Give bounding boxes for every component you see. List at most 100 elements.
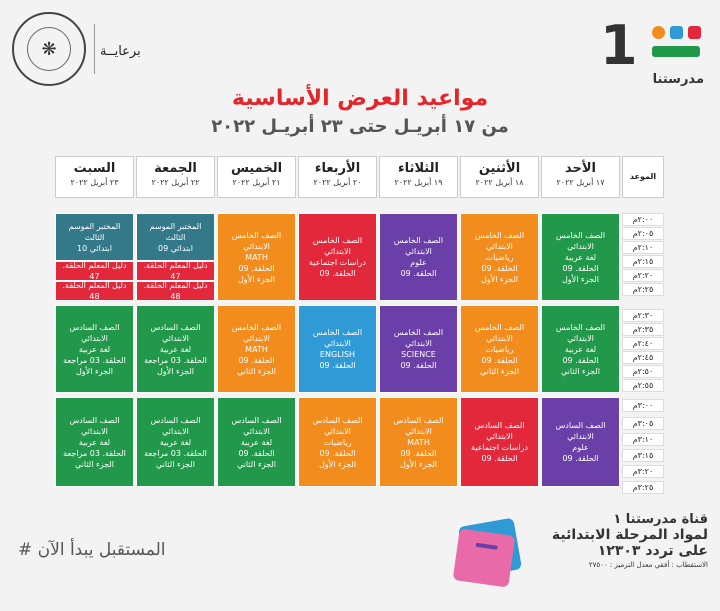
program-line: الصف السادس الابتدائي bbox=[69, 322, 120, 343]
program-line: الصف السادس الابتدائي bbox=[474, 421, 525, 441]
program-line: الصف الخامس الابتدائي bbox=[555, 322, 606, 343]
program-line: الحلقة. 03 مراجعة bbox=[63, 448, 126, 458]
brand-bar-green bbox=[652, 46, 700, 57]
day-date: ١٧ أبريل ٢٠٢٢ bbox=[556, 178, 605, 187]
day-header-tuesday: الثلاثاء ١٩ أبريل ٢٠٢٢ bbox=[379, 156, 458, 198]
program-line: الجزء الأول bbox=[480, 274, 518, 284]
program-line: الجزء الأول bbox=[75, 366, 113, 376]
program-line: الجزء الأول bbox=[237, 274, 275, 284]
program-line: MATH bbox=[245, 252, 268, 262]
program-line: الصف الخامس الابتدائي bbox=[231, 230, 282, 251]
time-slot: ٢:٢٥م bbox=[622, 283, 664, 296]
program-line: دليل المعلم الحلقة. 48 bbox=[143, 281, 208, 301]
day-name: الخميس bbox=[230, 161, 283, 176]
program-line: الجزء الثاني bbox=[480, 366, 519, 376]
time-slot: ٢:٤٥م bbox=[622, 351, 664, 364]
time-slot: ٣:١٥م bbox=[622, 449, 664, 462]
day-date: ١٨ أبريل ٢٠٢٢ bbox=[475, 178, 524, 187]
program-line: الصف السادس الابتدائي bbox=[150, 415, 201, 436]
day-date: ١٩ أبريل ٢٠٢٢ bbox=[394, 178, 443, 187]
program-line: لغة عربية bbox=[240, 437, 273, 447]
program-block: الصف السادس الابتدائي MATH الحلقة. 09 ال… bbox=[379, 397, 458, 487]
program-block: الصف الخامس الابتدائي لغة عربية الحلقة. … bbox=[541, 213, 620, 301]
program-line: الجزء الثاني bbox=[237, 459, 276, 469]
program-line: الحلقة. 09 bbox=[481, 355, 518, 365]
day-name: الأحد bbox=[564, 161, 596, 176]
program-line: دراسات اجتماعية bbox=[471, 443, 528, 452]
program-block: دليل المعلم الحلقة. 47 bbox=[136, 261, 215, 281]
program-block: الصف السادس الابتدائي دراسات اجتماعية ال… bbox=[460, 397, 539, 487]
program-line: دليل المعلم الحلقة. 47 bbox=[62, 261, 127, 281]
program-line: MATH bbox=[407, 437, 430, 447]
program-line: دراسات اجتماعية bbox=[309, 258, 366, 267]
program-line: ابتدائي 09 bbox=[158, 243, 193, 253]
program-line: الصف الخامس الابتدائي bbox=[312, 328, 363, 348]
brand-dot-orange bbox=[652, 26, 665, 39]
program-line: لغة عربية bbox=[564, 252, 597, 262]
program-line: الصف السادس الابتدائي bbox=[231, 415, 282, 436]
time-column-header: الموعد bbox=[622, 156, 664, 198]
brand-name: مدرستنا bbox=[652, 72, 704, 87]
program-block: الصف الخامس الابتدائي SCIENCE الحلقة. 09 bbox=[379, 305, 458, 393]
folder-illustration-icon bbox=[453, 518, 522, 587]
program-block: الصف الخامس الابتدائي علوم الحلقة. 09 bbox=[379, 213, 458, 301]
day-name: السبت bbox=[73, 161, 116, 176]
time-slot: ٣:٠٠م bbox=[622, 399, 664, 412]
ministry-logo: ❋ bbox=[12, 12, 86, 86]
program-line: الصف الخامس الابتدائي bbox=[393, 236, 444, 256]
madrasetna-logo: 1 مدرستنا bbox=[600, 12, 710, 92]
program-line: الحلقة. 09 bbox=[562, 454, 599, 463]
program-line: الجزء الثاني bbox=[75, 459, 114, 469]
program-line: الحلقة. 09 bbox=[562, 263, 599, 273]
eagle-emblem-icon: ❋ bbox=[27, 27, 71, 71]
program-line: الحلقة. 09 bbox=[562, 355, 599, 365]
program-line: الحلقة. 09 bbox=[400, 448, 437, 458]
program-block: الصف الخامس الابتدائي ENGLISH الحلقة. 09 bbox=[298, 305, 377, 393]
program-line: SCIENCE bbox=[401, 350, 436, 359]
program-block: الصف السادس الابتدائي لغة عربية الحلقة. … bbox=[136, 397, 215, 487]
page-subtitle: من ١٧ أبريـل حتى ٢٣ أبريـل ٢٠٢٢ bbox=[211, 116, 509, 137]
program-line: الحلقة. 09 bbox=[238, 448, 275, 458]
program-line: لغة عربية bbox=[78, 437, 111, 447]
program-line: دليل المعلم الحلقة. 47 bbox=[143, 261, 208, 281]
program-line: دليل المعلم الحلقة. 48 bbox=[62, 281, 127, 301]
day-header-wednesday: الأربعاء ٢٠ أبريل ٢٠٢٢ bbox=[298, 156, 377, 198]
slogan: # المستقبل يبدأ الآن bbox=[18, 540, 166, 560]
day-header-thursday: الخميس ٢١ أبريل ٢٠٢٢ bbox=[217, 156, 296, 198]
brand-house-red bbox=[688, 26, 701, 39]
program-line: علوم bbox=[410, 258, 427, 267]
program-line: الصف الخامس الابتدائي bbox=[312, 236, 363, 256]
program-block: الصف الخامس الابتدائي لغة عربية الحلقة. … bbox=[541, 305, 620, 393]
program-line: المختبر الموسم الثالث bbox=[149, 221, 202, 242]
program-line: الصف الخامس الابتدائي bbox=[474, 230, 525, 251]
program-line: لغة عربية bbox=[159, 344, 192, 354]
program-line: الحلقة. 09 bbox=[319, 269, 356, 278]
day-date: ٢١ أبريل ٢٠٢٢ bbox=[232, 178, 281, 187]
program-line: الصف السادس الابتدائي bbox=[555, 421, 606, 441]
program-line: لغة عربية bbox=[78, 344, 111, 354]
program-block: الصف السادس الابتدائي لغة عربية الحلقة. … bbox=[136, 305, 215, 393]
program-line: الحلقة. 09 bbox=[400, 269, 437, 278]
program-line: الحلقة. 09 bbox=[319, 448, 356, 458]
program-line: علوم bbox=[572, 443, 589, 452]
brand-square-blue bbox=[670, 26, 683, 39]
program-line: الجزء الثاني bbox=[156, 459, 195, 469]
program-line: الحلقة. 03 مراجعة bbox=[144, 355, 207, 365]
program-line: الصف الخامس الابتدائي bbox=[474, 322, 525, 343]
channel-subject: لمواد المرحلة الابتدائية bbox=[551, 527, 708, 543]
time-slot: ٢:١٥م bbox=[622, 255, 664, 268]
program-line: MATH bbox=[245, 344, 268, 354]
program-line: الحلقة. 09 bbox=[238, 263, 275, 273]
program-line: الحلقة. 09 bbox=[319, 361, 356, 370]
program-line: الحلقة. 09 bbox=[238, 355, 275, 365]
day-name: الأثنين bbox=[478, 161, 521, 176]
time-slot: ٢:٣٥م bbox=[622, 323, 664, 336]
channel-info: قناة مدرستنا ١ لمواد المرحلة الابتدائية … bbox=[552, 512, 708, 569]
brand-number: 1 bbox=[600, 14, 638, 77]
time-slot: ٢:٢٠م bbox=[622, 269, 664, 282]
time-slot: ٢:٤٠م bbox=[622, 337, 664, 350]
day-name: الأربعاء bbox=[314, 161, 361, 176]
program-block: المختبر الموسم الثالث ابتدائي 09 bbox=[136, 213, 215, 261]
program-block: الصف الخامس الابتدائي MATH الحلقة. 09 ال… bbox=[217, 213, 296, 301]
